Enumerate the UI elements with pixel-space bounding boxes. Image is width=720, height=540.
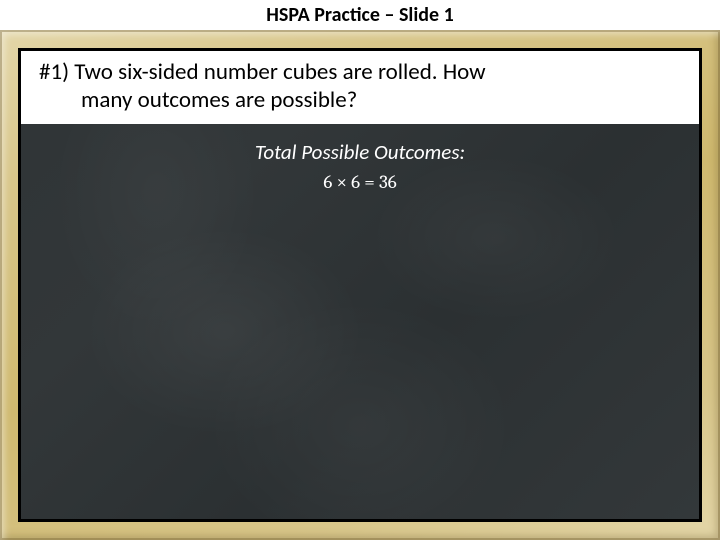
slide-container: HSPA Practice – Slide 1 #1) Two six-side… bbox=[0, 0, 720, 540]
answer-equation: 6 × 6 = 36 bbox=[21, 171, 699, 193]
question-line-2: many outcomes are possible? bbox=[39, 87, 659, 115]
frame-inner-border: #1) Two six-sided number cubes are rolle… bbox=[18, 48, 702, 522]
question-box: #1) Two six-sided number cubes are rolle… bbox=[21, 51, 699, 124]
wooden-frame: #1) Two six-sided number cubes are rolle… bbox=[0, 30, 720, 540]
answer-title: Total Possible Outcomes: bbox=[21, 139, 699, 165]
slide-title: HSPA Practice – Slide 1 bbox=[0, 0, 720, 30]
answer-block: Total Possible Outcomes: 6 × 6 = 36 bbox=[21, 139, 699, 193]
chalkboard: #1) Two six-sided number cubes are rolle… bbox=[21, 51, 699, 519]
question-line-1: #1) Two six-sided number cubes are rolle… bbox=[39, 58, 486, 86]
